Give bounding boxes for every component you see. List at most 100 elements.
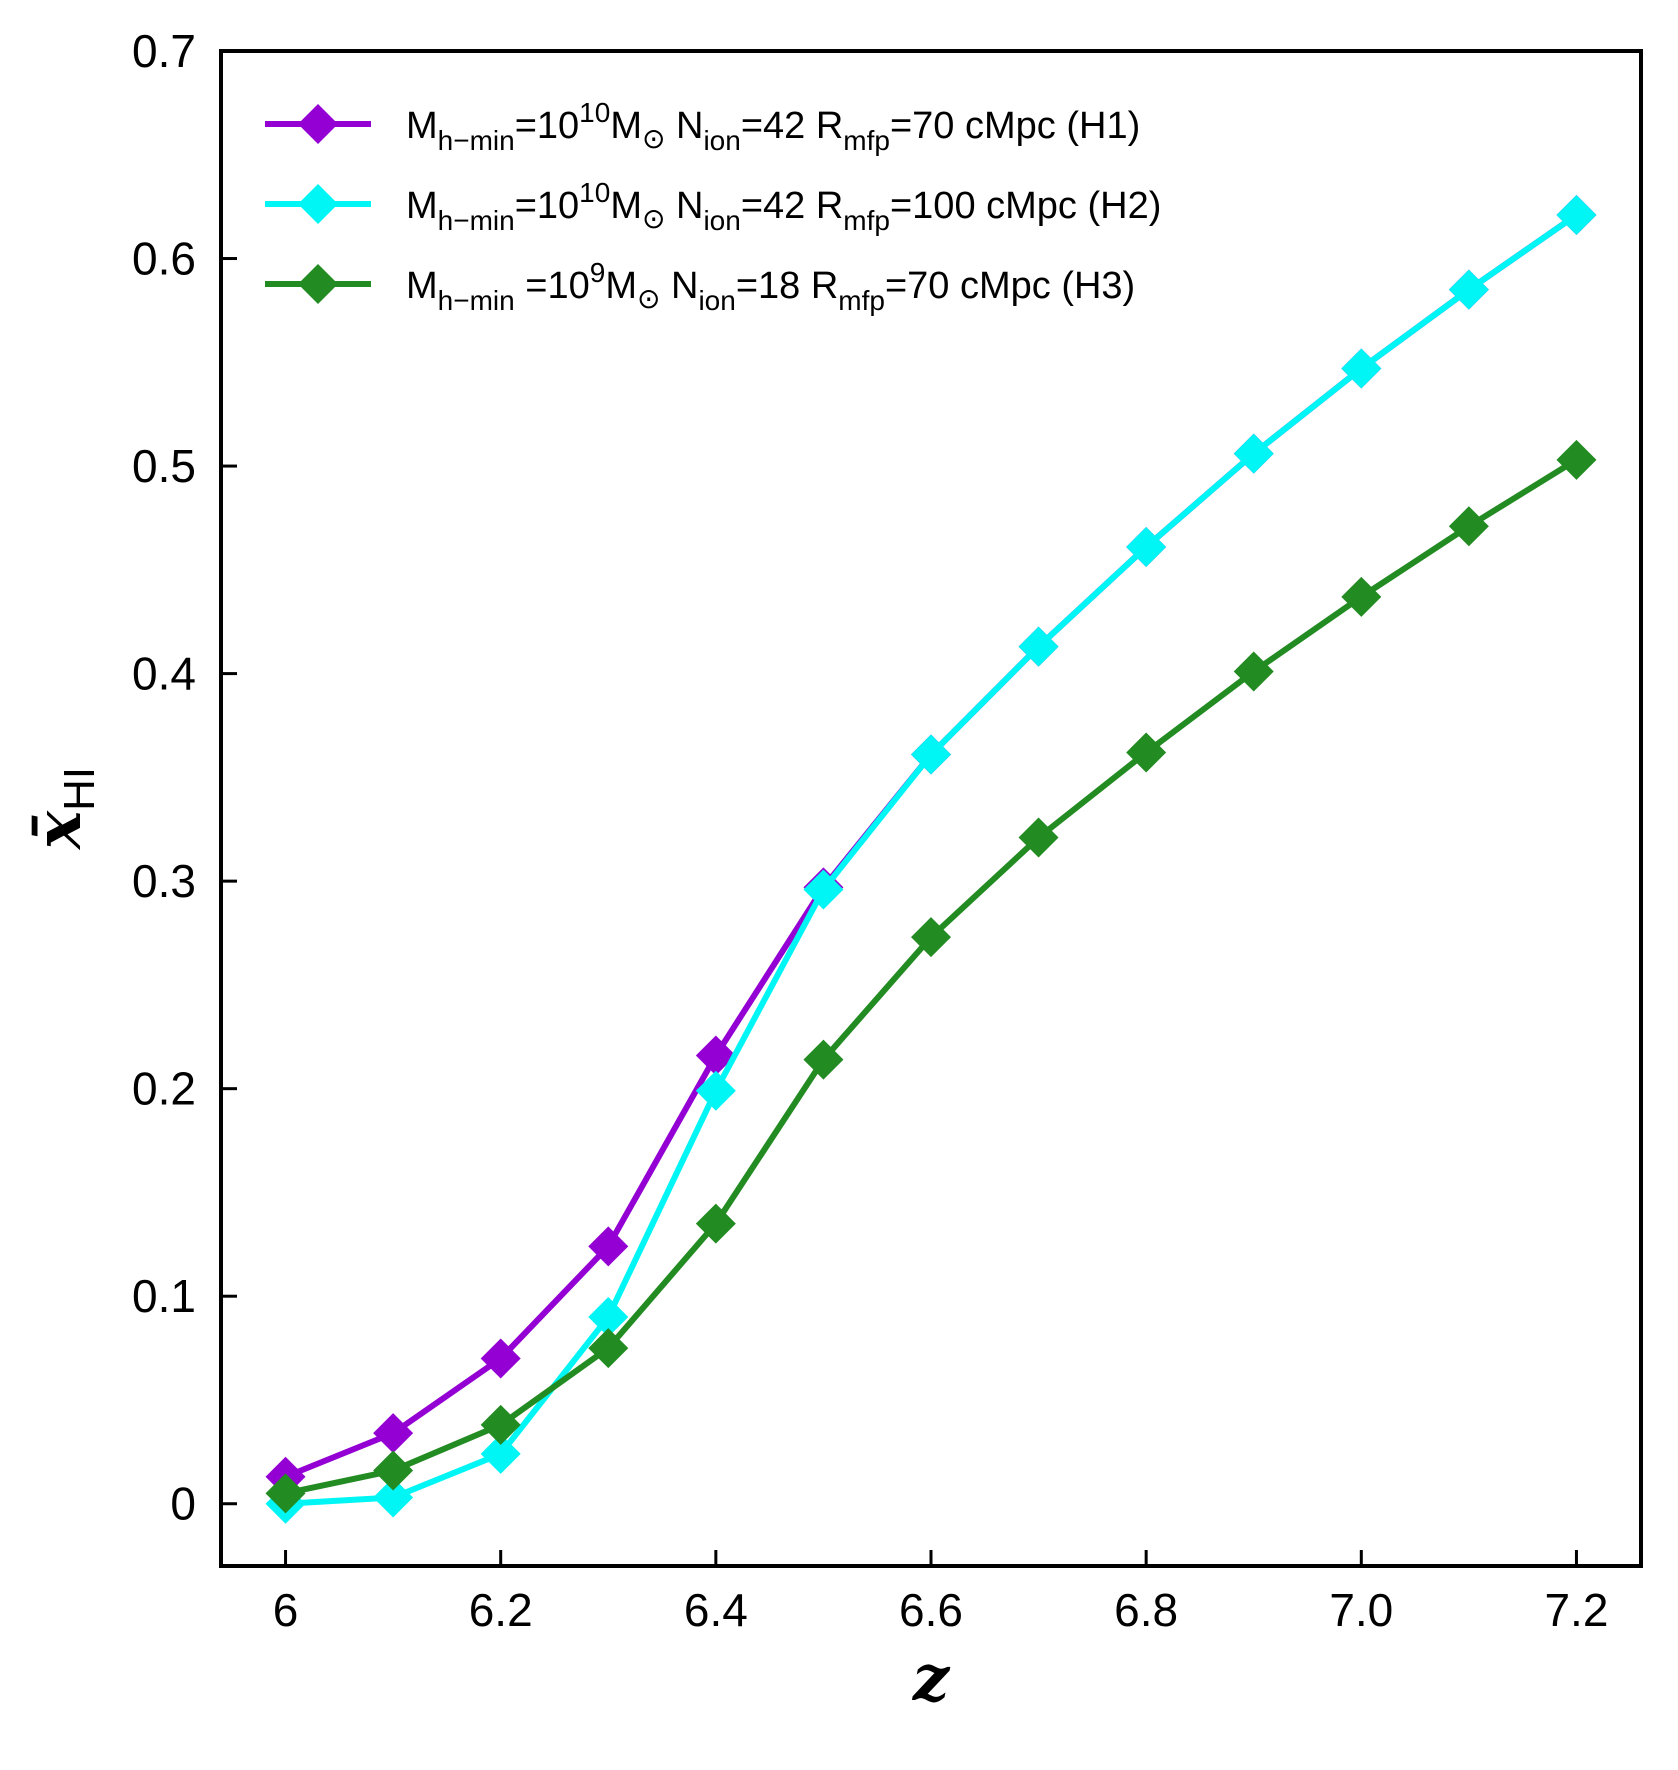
data-point-H2 — [1341, 348, 1382, 389]
series-line-H2 — [285, 212, 1579, 1507]
y-tick-label: 0.3 — [132, 855, 196, 907]
data-point-H3 — [1126, 732, 1167, 773]
legend-entry-H2: Mh−min=1010M⊙ Nion=42 Rmfp=100 cMpc (H2) — [265, 177, 1161, 236]
data-point-H1 — [588, 1226, 629, 1267]
data-point-H2 — [1233, 433, 1274, 474]
x-tick-label: 6.8 — [1114, 1584, 1178, 1636]
data-point-H3 — [265, 1473, 306, 1514]
series-H2 — [265, 194, 1597, 1524]
legend-marker — [298, 264, 338, 304]
data-point-H3 — [1556, 439, 1597, 480]
legend-n: N — [665, 105, 703, 147]
data-point-H2 — [1556, 194, 1597, 235]
legend-sun: ⊙ — [642, 203, 665, 234]
data-point-H3 — [1018, 817, 1059, 858]
legend-label: Mh−min=1010M⊙ Nion=42 Rmfp=70 cMpc (H1) — [406, 97, 1140, 156]
legend-m-sub: h−min — [438, 205, 515, 236]
data-point-H3 — [480, 1404, 521, 1445]
legend-m-sub: h−min — [438, 125, 515, 156]
x-axis-label: z — [912, 1641, 951, 1716]
x-tick-label: 6.2 — [469, 1584, 533, 1636]
y-tick-label: 0.4 — [132, 648, 196, 700]
series-H3 — [265, 439, 1597, 1514]
data-point-H2 — [695, 1070, 736, 1111]
legend-msun: M — [610, 185, 642, 227]
legend-m-eq: =10 — [515, 105, 579, 147]
legend-marker — [298, 184, 338, 224]
legend-marker — [298, 104, 338, 144]
series-line-H1 — [284, 212, 1579, 1480]
legend-msun: M — [610, 105, 642, 147]
legend-r-val: =70 cMpc (H1) — [890, 105, 1140, 147]
legend: Mh−min=1010M⊙ Nion=42 Rmfp=70 cMpc (H1)M… — [265, 97, 1161, 316]
x-tick-label: 7.0 — [1329, 1584, 1393, 1636]
legend-n-sub: ion — [703, 125, 740, 156]
legend-n-sub: ion — [703, 205, 740, 236]
legend-m-eq: =10 — [515, 185, 579, 227]
data-point-H2 — [911, 734, 951, 775]
data-point-H3 — [1233, 651, 1274, 692]
data-point-H3 — [1448, 506, 1489, 547]
data-point-H3 — [373, 1450, 414, 1491]
legend-n: N — [660, 265, 698, 307]
y-axis-label-main: x̄ — [21, 810, 96, 851]
data-point-H2 — [373, 1477, 414, 1518]
data-point-H3 — [803, 1039, 844, 1080]
x-tick-label: 6.4 — [684, 1584, 748, 1636]
legend-r-val: =70 cMpc (H3) — [885, 265, 1135, 307]
x-tick-label: 6.6 — [899, 1584, 963, 1636]
legend-r-sub: mfp — [843, 125, 890, 156]
legend-r-val: =100 cMpc (H2) — [890, 185, 1161, 227]
legend-entry-H3: Mh−min =109M⊙ Nion=18 Rmfp=70 cMpc (H3) — [265, 257, 1135, 316]
data-point-H2 — [1018, 626, 1059, 667]
legend-sun: ⊙ — [642, 123, 665, 154]
data-point-H3 — [1341, 576, 1382, 617]
legend-m: M — [406, 185, 438, 227]
data-point-H2 — [803, 869, 844, 910]
legend-r-sub: mfp — [838, 285, 885, 316]
data-point-H2 — [1448, 269, 1489, 310]
legend-n-val: =42 R — [741, 105, 843, 147]
data-point-H1 — [373, 1413, 414, 1454]
y-tick-label: 0.2 — [132, 1063, 196, 1115]
legend-n-val: =18 R — [736, 265, 838, 307]
legend-msun: M — [605, 265, 637, 307]
legend-m-exp: 10 — [579, 177, 610, 208]
data-point-H2 — [480, 1433, 521, 1474]
svg-text:x̄HI: x̄HI — [21, 767, 104, 851]
series-H1 — [265, 194, 1597, 1497]
series-line-H3 — [284, 457, 1579, 1497]
x-tick-label: 6 — [273, 1584, 299, 1636]
axis-ticks: 6 6.2 6.4 6.6 6.8 7.0 7.2 0 0.1 0.2 0.3 0.4 0.5 0.6 0.… — [132, 25, 1608, 1636]
legend-n: N — [665, 185, 703, 227]
y-axis-label: x̄HI — [21, 767, 104, 851]
legend-m-exp: 9 — [590, 257, 606, 288]
y-tick-label: 0.5 — [132, 440, 196, 492]
legend-m: M — [406, 105, 438, 147]
plot-marks — [265, 194, 1597, 1524]
data-point-H1 — [695, 1035, 736, 1076]
data-point-H2 — [1126, 527, 1167, 568]
legend-m-sub: h−min — [438, 285, 515, 316]
legend-m: M — [406, 265, 438, 307]
legend-r-sub: mfp — [843, 205, 890, 236]
legend-m-exp: 10 — [579, 97, 610, 128]
legend-n-val: =42 R — [741, 185, 843, 227]
data-point-H3 — [588, 1328, 629, 1369]
legend-sun: ⊙ — [637, 283, 660, 314]
data-point-H3 — [695, 1203, 736, 1244]
legend-entry-H1: Mh−min=1010M⊙ Nion=42 Rmfp=70 cMpc (H1) — [265, 97, 1140, 156]
y-tick-label: 0.6 — [132, 233, 196, 285]
data-point-H3 — [911, 917, 951, 958]
data-point-H2 — [588, 1296, 629, 1337]
legend-n-sub: ion — [698, 285, 735, 316]
legend-label: Mh−min =109M⊙ Nion=18 Rmfp=70 cMpc (H3) — [406, 257, 1135, 316]
legend-label: Mh−min=1010M⊙ Nion=42 Rmfp=100 cMpc (H2) — [406, 177, 1161, 236]
x-tick-label: 7.2 — [1544, 1584, 1608, 1636]
y-tick-label: 0 — [170, 1478, 196, 1530]
data-point-H1 — [480, 1338, 521, 1379]
legend-m-eq: =10 — [515, 265, 590, 307]
y-tick-label: 0.1 — [132, 1270, 196, 1322]
y-tick-label: 0.7 — [132, 25, 196, 77]
